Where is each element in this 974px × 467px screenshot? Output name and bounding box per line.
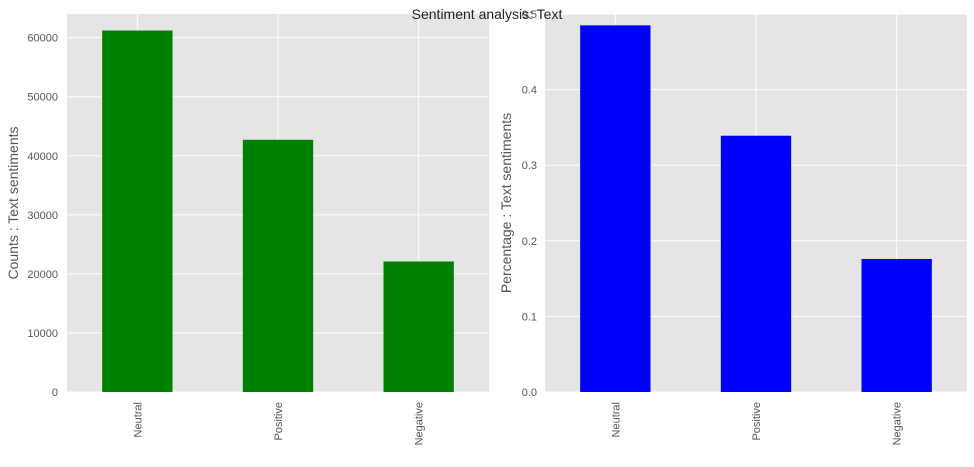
- bar-1-neutral: [102, 30, 173, 392]
- x-tick-label-1-1: Positive: [273, 402, 285, 441]
- x-tick-label-2-0: Neutral: [610, 402, 622, 437]
- x-tick-label-1-2: Negative: [414, 402, 426, 445]
- y-tick-label-2-5: 0.5: [522, 9, 537, 21]
- y-tick-label-1-4: 40000: [27, 151, 58, 163]
- y-tick-label-2-3: 0.3: [522, 160, 537, 172]
- y-tick-label-2-1: 0.1: [522, 311, 537, 323]
- figure-suptitle: Sentiment analysis: Text: [411, 6, 563, 22]
- x-tick-label-1-0: Neutral: [132, 402, 144, 437]
- x-tick-label-2-1: Positive: [751, 402, 763, 441]
- y-tick-label-1-1: 10000: [27, 328, 58, 340]
- x-tick-label-2-2: Negative: [892, 402, 904, 445]
- chart-2: 0.0 0.1 0.2 0.3 0.4 0.5 Neutral Positive Negativ…: [498, 9, 967, 445]
- y-tick-label-2-0: 0.0: [522, 387, 537, 399]
- y-tick-label-1-3: 30000: [27, 210, 58, 222]
- y-axis-label-2: Percentage : Text sentiments: [498, 113, 514, 293]
- bar-2-negative: [861, 258, 932, 392]
- y-tick-label-1-0: 0: [52, 387, 58, 399]
- y-tick-label-2-4: 0.4: [522, 85, 537, 97]
- y-tick-label-1-6: 60000: [27, 33, 58, 45]
- chart-1: 0 10000 20000 30000 40000 50000 60000 Neutral Po…: [5, 14, 489, 445]
- y-tick-label-1-2: 20000: [27, 269, 58, 281]
- bar-1-positive: [242, 139, 314, 392]
- bar-1-negative: [383, 261, 454, 392]
- bar-2-neutral: [580, 25, 651, 393]
- y-tick-label-1-5: 50000: [27, 92, 58, 104]
- y-axis-label-1: Counts : Text sentiments: [5, 126, 21, 279]
- y-tick-label-2-2: 0.2: [522, 236, 537, 248]
- bar-2-positive: [720, 135, 792, 392]
